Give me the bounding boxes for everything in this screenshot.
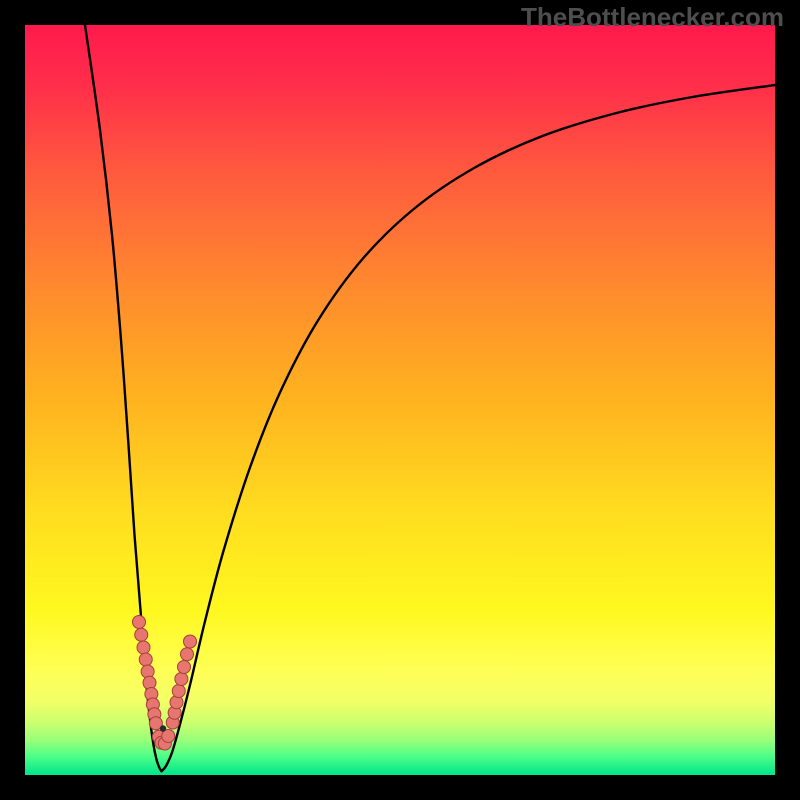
figure-root: TheBottlenecker.com <box>0 0 800 800</box>
marker-right-4 <box>175 673 188 686</box>
marker-dark-dot <box>160 725 166 731</box>
marker-right-7 <box>184 635 197 648</box>
plot-area <box>25 25 775 775</box>
marker-right-6 <box>181 648 194 661</box>
bottleneck-chart <box>25 25 775 775</box>
marker-right-5 <box>178 661 191 674</box>
watermark-text: TheBottlenecker.com <box>521 2 784 33</box>
gradient-background <box>25 25 775 775</box>
marker-right-3 <box>172 685 185 698</box>
marker-left-0 <box>133 616 146 629</box>
marker-left-3 <box>139 653 152 666</box>
marker-left-2 <box>137 641 150 654</box>
marker-left-1 <box>135 628 148 641</box>
marker-right-2 <box>170 696 183 709</box>
